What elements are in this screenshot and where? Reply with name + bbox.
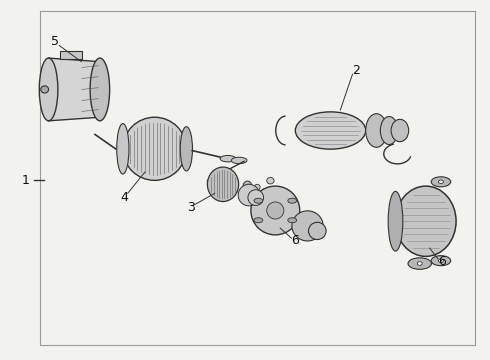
Ellipse shape [417,262,422,265]
Ellipse shape [238,184,260,206]
Ellipse shape [248,190,264,206]
Ellipse shape [395,186,456,256]
Text: 4: 4 [120,191,128,204]
Ellipse shape [380,117,398,144]
Ellipse shape [254,198,263,203]
FancyBboxPatch shape [60,51,82,59]
Ellipse shape [231,157,247,164]
Ellipse shape [243,181,252,191]
Polygon shape [49,58,100,121]
Ellipse shape [295,112,366,149]
Ellipse shape [439,259,443,262]
Ellipse shape [391,119,409,142]
Ellipse shape [288,218,296,223]
Ellipse shape [41,86,49,93]
Ellipse shape [267,177,274,184]
Ellipse shape [431,256,451,266]
Ellipse shape [117,123,129,174]
Ellipse shape [220,156,236,162]
Ellipse shape [254,218,263,223]
Text: 1: 1 [22,174,30,186]
Text: 5: 5 [51,35,59,49]
Ellipse shape [408,258,432,269]
Ellipse shape [254,184,260,190]
Ellipse shape [90,58,110,121]
Ellipse shape [292,211,323,241]
Ellipse shape [180,127,193,171]
Text: 3: 3 [187,201,195,214]
Ellipse shape [39,58,58,121]
Ellipse shape [366,114,387,147]
Text: 6: 6 [438,255,446,268]
Ellipse shape [309,222,326,239]
Text: 2: 2 [352,64,360,77]
Ellipse shape [251,186,300,235]
Ellipse shape [439,180,443,184]
Ellipse shape [207,167,239,202]
Ellipse shape [288,198,296,203]
Ellipse shape [431,177,451,187]
Ellipse shape [388,192,403,251]
Text: 6: 6 [292,234,299,247]
Ellipse shape [123,117,186,180]
Ellipse shape [267,202,284,219]
